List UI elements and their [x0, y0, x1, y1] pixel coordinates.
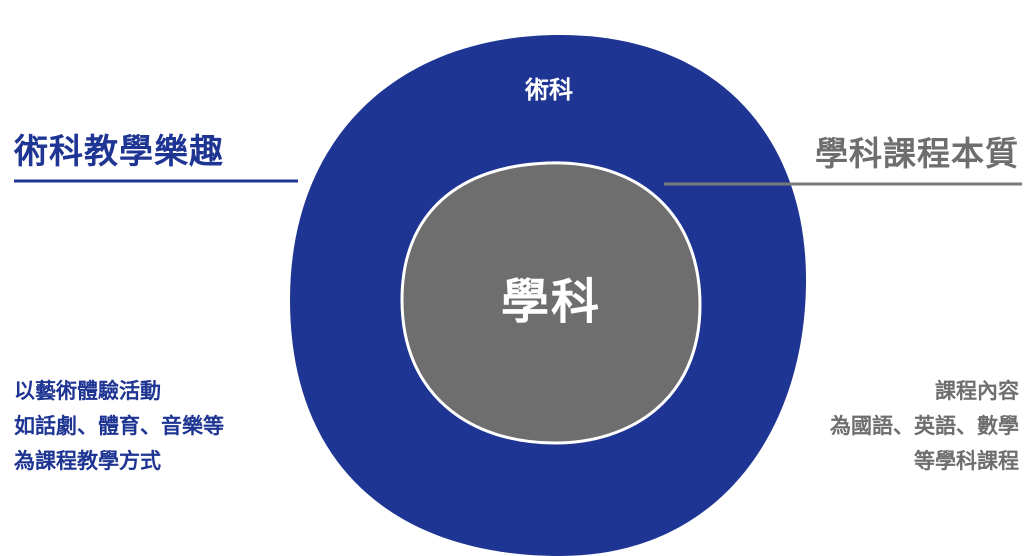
right-description-line: 課程內容 — [935, 379, 1019, 403]
left-description-line: 如話劇、體育、音樂等 — [14, 414, 224, 438]
left-description-line: 以藝術體驗活動 — [14, 379, 161, 403]
right-description-line: 等學科課程 — [914, 449, 1019, 473]
left-description: 以藝術體驗活動 如話劇、體育、音樂等 為課程教學方式 — [14, 374, 224, 479]
left-title: 術科教學樂趣 — [14, 132, 224, 172]
right-description: 課程內容 為國語、英語、數學 等學科課程 — [830, 374, 1019, 479]
inner-circle-label: 學科 — [500, 274, 602, 330]
left-description-line: 為課程教學方式 — [14, 449, 161, 473]
right-description-line: 為國語、英語、數學 — [830, 414, 1019, 438]
right-title: 學科課程本質 — [815, 134, 1019, 173]
outer-circle-label: 術科 — [525, 76, 573, 104]
inner-circle-shape — [400, 161, 702, 445]
